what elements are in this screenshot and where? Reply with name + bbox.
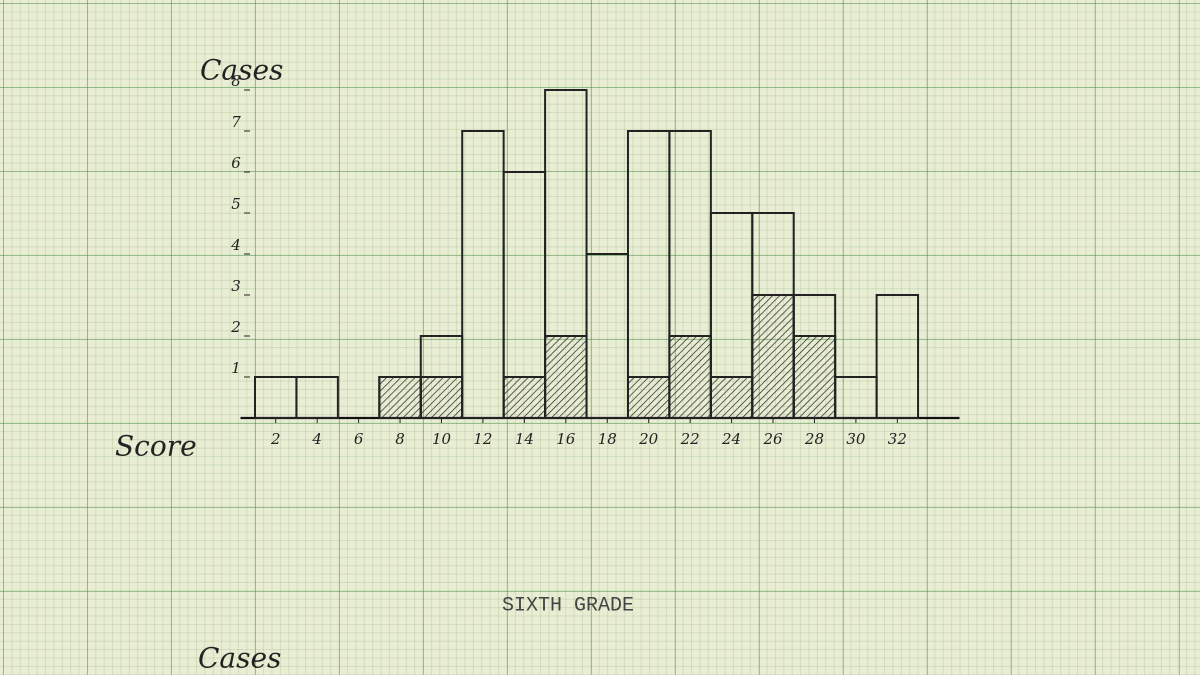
- x-tick-label: 8: [395, 430, 405, 448]
- y-axis-label: Cases: [200, 54, 283, 87]
- next-chart-label: Cases: [198, 642, 281, 675]
- histogram-bar: [295, 376, 339, 419]
- x-tick-label: 28: [804, 430, 824, 448]
- x-tick-label: 12: [473, 430, 492, 448]
- x-tick-label: 18: [598, 430, 617, 448]
- y-tick-label: 7: [231, 113, 241, 131]
- x-tick-label: 4: [311, 430, 322, 448]
- histogram-bar: [792, 335, 837, 419]
- y-tick-label: 6: [231, 154, 241, 172]
- y-tick-label: 5: [231, 195, 241, 213]
- histogram-bar: [461, 130, 505, 419]
- x-tick-label: 22: [680, 430, 700, 448]
- x-tick-label: 6: [354, 430, 364, 448]
- histogram-bar: [378, 376, 422, 419]
- x-tick-label: 24: [721, 430, 741, 448]
- histogram-bar: [875, 294, 920, 419]
- y-tick-label: 3: [231, 277, 241, 295]
- x-tick-label: 32: [888, 430, 907, 448]
- histogram-bar: [585, 253, 629, 419]
- histogram-bar: [254, 376, 298, 419]
- histogram-bar: [626, 376, 671, 419]
- histogram-bar: [834, 376, 878, 419]
- y-tick-label: 2: [230, 318, 241, 336]
- x-tick-label: 20: [638, 430, 659, 448]
- histogram-bar: [751, 294, 795, 419]
- y-tick-label: 8: [231, 72, 241, 90]
- histogram-bar: [419, 376, 464, 419]
- x-tick-label: 10: [432, 430, 452, 448]
- histogram-bar: [626, 130, 671, 419]
- x-tick-label: 30: [846, 430, 866, 448]
- histogram-bar: [502, 376, 547, 419]
- y-tick-label: 4: [230, 236, 241, 254]
- y-tick-label: 1: [231, 359, 241, 377]
- chart-title: SIXTH GRADE: [502, 594, 634, 617]
- histogram-bar: [544, 335, 588, 419]
- x-axis-label: Score: [115, 430, 197, 463]
- histogram-bar: [709, 376, 754, 419]
- x-tick-label: 26: [762, 430, 783, 448]
- x-tick-label: 2: [270, 430, 281, 448]
- x-tick-label: 14: [515, 430, 534, 448]
- x-tick-label: 16: [556, 430, 576, 448]
- histogram-bar: [668, 335, 712, 419]
